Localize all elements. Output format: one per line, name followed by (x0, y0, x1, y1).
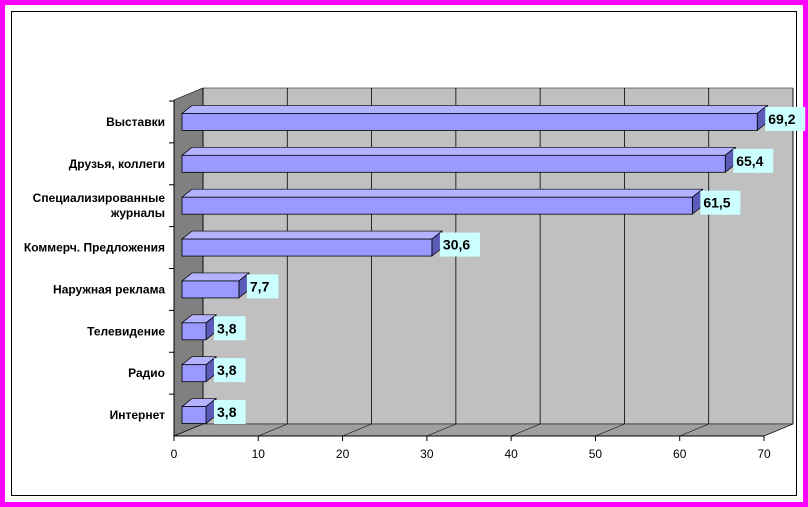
floor-gridline (511, 423, 541, 437)
bar-top-face (181, 146, 737, 156)
bar-top-face (181, 188, 704, 198)
data-label-bg (700, 190, 741, 215)
data-label-bg (765, 106, 806, 131)
data-label-bg (246, 274, 279, 299)
category-label: Друзья, коллеги (69, 157, 165, 171)
data-label: 65,4 (736, 153, 763, 169)
bar (181, 280, 240, 299)
data-label-bg (214, 316, 246, 341)
floor-gridline (595, 423, 625, 437)
chart-area-border (11, 11, 797, 496)
floor-gridline (679, 423, 709, 437)
bar-top-face (181, 272, 250, 282)
category-label: Специализированные (33, 191, 166, 205)
category-label: Телевидение (87, 324, 165, 338)
data-label: 3,8 (217, 404, 237, 420)
bar (181, 238, 433, 257)
floor (173, 423, 794, 437)
floor-gridline (173, 423, 204, 437)
bar (181, 196, 693, 215)
x-tick-label: 50 (589, 447, 603, 461)
x-tick-label: 10 (252, 447, 266, 461)
bar (181, 406, 207, 424)
category-label: журналы (110, 206, 165, 220)
data-label-bg (214, 400, 246, 425)
bar-top-face (181, 105, 769, 114)
x-tick-label: 0 (171, 447, 178, 461)
floor-gridline (258, 423, 288, 437)
side-wall (173, 87, 204, 437)
category-label: Интернет (110, 408, 166, 422)
category-label: Радио (128, 366, 165, 380)
floor-gridline (426, 423, 456, 437)
bar (181, 322, 207, 341)
category-label: Коммерч. Предложения (24, 241, 165, 255)
floor-gridline (342, 423, 372, 437)
x-tick-label: 30 (420, 447, 434, 461)
x-tick-label: 20 (336, 447, 350, 461)
data-label: 61,5 (703, 195, 730, 211)
bar (181, 113, 758, 131)
data-label: 3,8 (217, 320, 237, 336)
x-tick-label: 40 (504, 447, 518, 461)
x-tick-label: 70 (757, 447, 771, 461)
bar (181, 154, 726, 173)
data-label-bg (733, 148, 774, 173)
data-label: 3,8 (217, 362, 237, 378)
data-label-bg (214, 358, 246, 383)
bar (181, 364, 207, 383)
x-tick-label: 60 (673, 447, 687, 461)
category-label: Наружная реклама (53, 282, 165, 296)
data-label: 69,2 (768, 111, 795, 127)
floor-gridline (763, 423, 794, 437)
data-label: 30,6 (443, 237, 470, 253)
data-label: 7,7 (250, 278, 270, 294)
data-label-bg (439, 232, 480, 257)
bar-top-face (181, 230, 443, 240)
category-label: Выставки (106, 115, 165, 129)
